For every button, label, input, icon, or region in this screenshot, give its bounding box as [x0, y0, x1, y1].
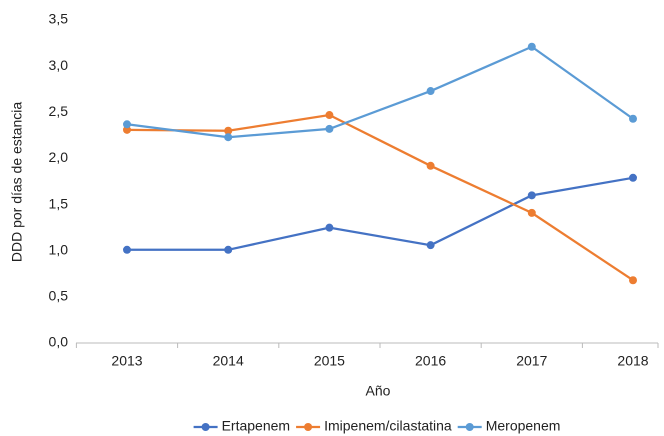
x-tick-label: 2017 — [516, 353, 547, 369]
data-point — [123, 125, 131, 134]
legend-label: Meropenem — [486, 418, 561, 434]
legend-marker — [465, 423, 474, 431]
data-point — [527, 208, 536, 217]
x-tick-label: 2014 — [213, 353, 244, 369]
y-axis-title: DDD por días de estancia — [9, 102, 25, 263]
data-point — [426, 87, 435, 96]
legend-label: Ertapenem — [222, 418, 290, 434]
legend-marker — [304, 423, 313, 431]
x-tick-label: 2013 — [111, 353, 142, 369]
data-point — [325, 124, 334, 133]
y-tick-label: 2,0 — [49, 149, 69, 165]
series-line — [127, 176, 634, 251]
data-point — [527, 191, 536, 200]
x-axis-title: Año — [366, 383, 391, 399]
series-line — [126, 45, 634, 139]
data-point — [123, 245, 131, 254]
y-tick-label: 2,5 — [49, 103, 69, 119]
data-point — [224, 133, 233, 142]
data-point — [629, 173, 637, 182]
data-point — [123, 120, 131, 129]
data-point — [426, 241, 435, 250]
data-point — [325, 111, 334, 120]
y-tick-label: 0,0 — [49, 334, 69, 350]
data-point — [224, 245, 233, 254]
data-point — [426, 161, 435, 170]
y-tick-label: 3,0 — [49, 57, 69, 73]
data-point — [325, 223, 334, 232]
legend-marker — [201, 423, 210, 431]
data-point — [629, 276, 637, 285]
legend-label: Imipenem/cilastatina — [324, 418, 452, 434]
data-point — [527, 42, 536, 51]
x-tick-label: 2018 — [617, 353, 648, 369]
x-tick-label: 2015 — [314, 353, 345, 369]
y-tick-label: 0,5 — [49, 288, 69, 304]
y-tick-label: 3,5 — [49, 11, 69, 27]
data-point — [224, 126, 233, 135]
x-tick-label: 2016 — [415, 353, 446, 369]
y-tick-label: 1,5 — [49, 195, 69, 211]
data-point — [629, 114, 637, 123]
series-line — [126, 113, 634, 282]
y-tick-label: 1,0 — [49, 241, 69, 257]
